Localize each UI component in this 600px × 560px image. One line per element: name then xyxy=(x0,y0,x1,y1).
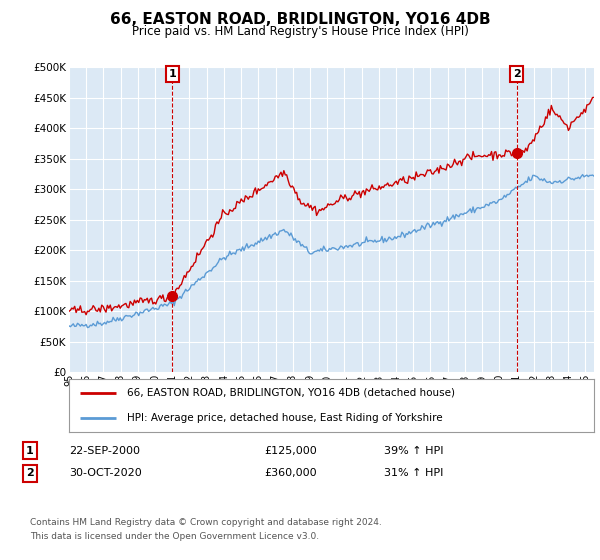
Text: 66, EASTON ROAD, BRIDLINGTON, YO16 4DB: 66, EASTON ROAD, BRIDLINGTON, YO16 4DB xyxy=(110,12,490,27)
Text: 1: 1 xyxy=(169,69,176,79)
Text: £360,000: £360,000 xyxy=(264,468,317,478)
Text: This data is licensed under the Open Government Licence v3.0.: This data is licensed under the Open Gov… xyxy=(30,532,319,541)
Text: 2: 2 xyxy=(26,468,34,478)
Text: 1: 1 xyxy=(26,446,34,456)
Text: £125,000: £125,000 xyxy=(264,446,317,456)
Text: 66, EASTON ROAD, BRIDLINGTON, YO16 4DB (detached house): 66, EASTON ROAD, BRIDLINGTON, YO16 4DB (… xyxy=(127,388,455,398)
Text: Price paid vs. HM Land Registry's House Price Index (HPI): Price paid vs. HM Land Registry's House … xyxy=(131,25,469,38)
Text: 39% ↑ HPI: 39% ↑ HPI xyxy=(384,446,443,456)
Text: Contains HM Land Registry data © Crown copyright and database right 2024.: Contains HM Land Registry data © Crown c… xyxy=(30,518,382,527)
Text: 22-SEP-2000: 22-SEP-2000 xyxy=(69,446,140,456)
Text: 2: 2 xyxy=(512,69,520,79)
Text: 31% ↑ HPI: 31% ↑ HPI xyxy=(384,468,443,478)
Text: HPI: Average price, detached house, East Riding of Yorkshire: HPI: Average price, detached house, East… xyxy=(127,413,442,423)
Text: 30-OCT-2020: 30-OCT-2020 xyxy=(69,468,142,478)
